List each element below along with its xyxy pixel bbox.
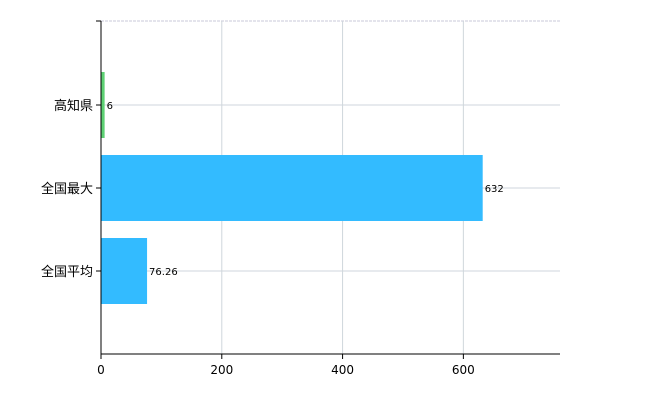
x-tick-label: 0: [97, 363, 105, 377]
bar: [101, 238, 148, 304]
data-label: 632: [485, 184, 504, 195]
x-tick-label: 200: [210, 363, 233, 377]
category-label: 全国平均: [41, 264, 93, 280]
data-label: 76.26: [149, 267, 178, 278]
data-label: 6: [107, 101, 113, 112]
category-label: 高知県: [54, 98, 93, 114]
category-label: 全国最大: [41, 181, 93, 197]
x-tick-label: 600: [452, 363, 475, 377]
x-tick-label: 400: [331, 363, 354, 377]
bar: [101, 155, 483, 221]
bar: [101, 72, 105, 138]
